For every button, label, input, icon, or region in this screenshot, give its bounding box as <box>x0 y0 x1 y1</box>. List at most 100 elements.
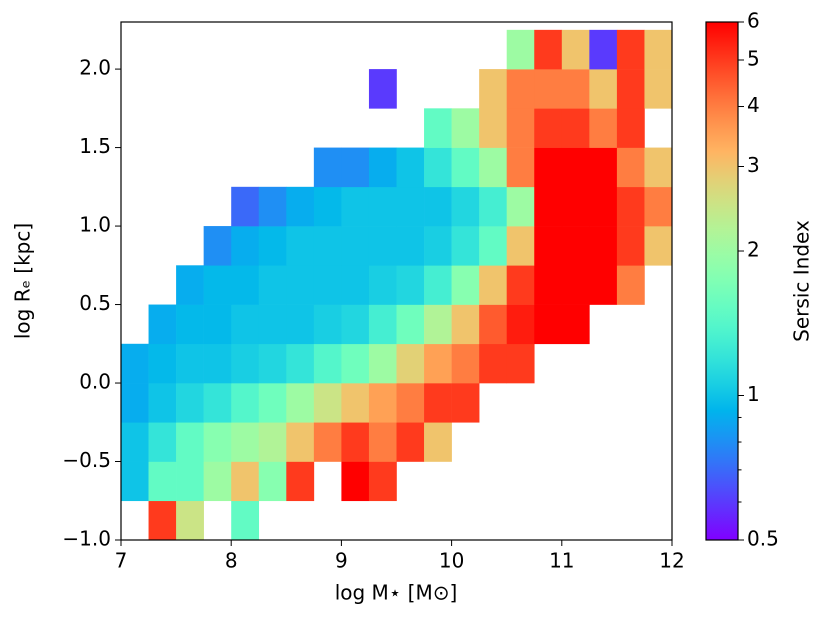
heatmap-cell <box>258 383 287 423</box>
heatmap-cell <box>506 29 535 70</box>
colorbar-tick-label: 1 <box>747 382 760 406</box>
heatmap-cell <box>313 304 342 345</box>
heatmap-cell <box>644 69 673 109</box>
x-axis-label: log M⋆ [M⊙] <box>335 581 458 605</box>
y-tick-label: −1.0 <box>62 527 111 551</box>
y-tick-label: 2.0 <box>79 56 111 80</box>
heatmap-cell <box>616 186 645 227</box>
heatmap-cell <box>176 500 204 541</box>
heatmap-cell <box>561 186 590 227</box>
heatmap-cell <box>451 147 480 188</box>
colorbar-tick-label: 5 <box>747 47 760 71</box>
y-tick-label: 1.0 <box>79 213 111 237</box>
heatmap-cell <box>424 304 452 345</box>
heatmap-cell <box>396 343 425 384</box>
heatmap-cell <box>313 186 342 227</box>
heatmap-cell <box>396 186 425 227</box>
heatmap-cell <box>368 343 397 384</box>
x-tick-label: 10 <box>439 549 464 573</box>
heatmap-cell <box>258 226 287 266</box>
heatmap-cell <box>176 461 204 502</box>
heatmap-cell <box>451 108 480 148</box>
heatmap-cell <box>203 383 232 423</box>
heatmap-cell <box>258 461 287 502</box>
heatmap-cell <box>479 304 507 345</box>
heatmap-cell <box>286 304 315 345</box>
heatmap-cell <box>616 265 645 305</box>
x-tick-label: 11 <box>549 549 574 573</box>
heatmap-cell <box>616 147 645 188</box>
y-tick-label: −0.5 <box>62 448 111 472</box>
y-tick-label: 0.5 <box>79 291 111 315</box>
heatmap-cell <box>231 186 260 227</box>
heatmap-cell <box>534 226 563 266</box>
heatmap-cell <box>424 147 452 188</box>
x-tick-label: 12 <box>659 549 684 573</box>
heatmap-cell <box>313 147 342 188</box>
colorbar-tick-label: 0.5 <box>747 527 779 551</box>
heatmap-cell <box>396 383 425 423</box>
heatmap-cell <box>644 29 673 70</box>
heatmap-cell <box>616 226 645 266</box>
heatmap-cell <box>148 304 177 345</box>
heatmap-cell <box>368 226 397 266</box>
heatmap-cell <box>479 108 507 148</box>
heatmap-cell <box>313 226 342 266</box>
heatmap-cell <box>589 186 618 227</box>
heatmap-cell <box>176 265 204 305</box>
heatmap-cell <box>644 147 673 188</box>
y-tick-label: 0.0 <box>79 370 111 394</box>
heatmap-cell <box>148 383 177 423</box>
heatmap-cell <box>424 265 452 305</box>
heatmap-cell <box>148 343 177 384</box>
heatmap-cell <box>506 186 535 227</box>
heatmap-cell <box>286 383 315 423</box>
heatmap-cell <box>424 343 452 384</box>
colorbar-label: Sersic Index <box>790 220 814 342</box>
heatmap-cell <box>286 422 315 462</box>
heatmap-cell <box>231 422 260 462</box>
heatmap-cell <box>589 147 618 188</box>
heatmap-cell <box>589 29 618 70</box>
heatmap-cell <box>258 304 287 345</box>
heatmap-cell <box>341 461 370 502</box>
colorbar-tick-label: 4 <box>747 93 760 117</box>
heatmap-cell <box>231 383 260 423</box>
heatmap-cell <box>203 226 232 266</box>
heatmap-cell <box>506 226 535 266</box>
heatmap-cell <box>121 422 149 462</box>
heatmap-cell <box>258 186 287 227</box>
heatmap-cell <box>341 422 370 462</box>
x-tick-label: 8 <box>225 549 238 573</box>
heatmap-cell <box>203 265 232 305</box>
heatmap-cell <box>148 461 177 502</box>
heatmap-cell <box>176 343 204 384</box>
heatmap-cell <box>203 422 232 462</box>
heatmap-cell <box>479 147 507 188</box>
heatmap-cell <box>479 343 507 384</box>
heatmap-cell <box>231 226 260 266</box>
heatmap-cell <box>589 265 618 305</box>
heatmap-cell <box>451 304 480 345</box>
heatmap-cell <box>561 265 590 305</box>
heatmap-cell <box>341 343 370 384</box>
heatmap-cell <box>451 226 480 266</box>
heatmap-cell <box>313 383 342 423</box>
heatmap-cell <box>424 226 452 266</box>
heatmap-cell <box>561 304 590 345</box>
heatmap-cell <box>396 147 425 188</box>
heatmap-cell <box>121 461 149 502</box>
heatmap-cell <box>506 69 535 109</box>
heatmap-cell <box>148 422 177 462</box>
heatmap-cell <box>589 69 618 109</box>
heatmap-cell <box>121 343 149 384</box>
heatmap-cell <box>203 304 232 345</box>
heatmap-cell <box>368 147 397 188</box>
x-tick-label: 9 <box>335 549 348 573</box>
heatmap-cell <box>176 304 204 345</box>
x-tick-label: 7 <box>115 549 128 573</box>
heatmap-cell <box>589 226 618 266</box>
heatmap-cell <box>368 304 397 345</box>
heatmap-cell <box>396 226 425 266</box>
